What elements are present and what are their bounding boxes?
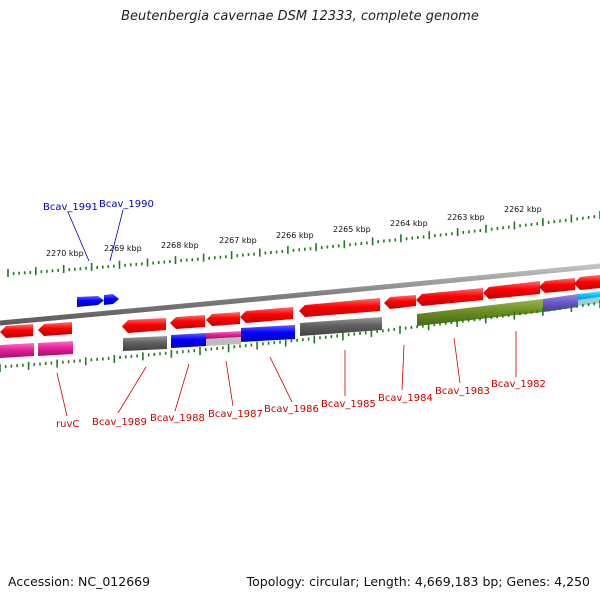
genome-title: Beutenbergia cavernae DSM 12333, complet… [121, 9, 479, 24]
gene-box[interactable] [38, 341, 73, 356]
kbp-label: 2265 kbp [333, 225, 371, 234]
gene-arrow[interactable] [416, 288, 483, 306]
gene-arrow[interactable] [206, 312, 240, 326]
kbp-label: 2263 kbp [447, 213, 485, 222]
gene-arrow[interactable] [0, 324, 33, 338]
gene-label-bcav-1991[interactable]: Bcav_1991 [43, 202, 98, 213]
gene-arrow[interactable] [483, 281, 540, 299]
gene-arrow[interactable] [122, 318, 166, 333]
gene-box[interactable] [241, 325, 295, 342]
gene-arrow[interactable] [539, 278, 575, 293]
chromosome-backbone [0, 263, 600, 326]
upper-scale-track [7, 211, 600, 277]
kbp-label: 2264 kbp [390, 219, 428, 228]
gene-arrow-bcav-1990[interactable] [104, 294, 119, 305]
kbp-label: 2268 kbp [161, 241, 199, 250]
gene-box[interactable] [543, 294, 578, 312]
gene-arrow[interactable] [38, 322, 72, 336]
gene-arrow[interactable] [574, 275, 600, 290]
gene-label-bcav-1983[interactable]: Bcav_1983 [435, 386, 490, 397]
gene-label-bcav-1986[interactable]: Bcav_1986 [264, 404, 319, 415]
gene-label-bcav-1982[interactable]: Bcav_1982 [491, 379, 546, 390]
top-gene-labels: Bcav_1991 Bcav_1990 [43, 199, 154, 213]
gene-label-bcav-1985[interactable]: Bcav_1985 [321, 399, 376, 410]
kbp-labels: 2270 kbp 2269 kbp 2268 kbp 2267 kbp 2266… [46, 205, 542, 258]
kbp-label: 2267 kbp [219, 236, 257, 245]
gene-label-bcav-1988[interactable]: Bcav_1988 [150, 413, 205, 424]
gene-box[interactable] [206, 331, 241, 339]
gene-arrow[interactable] [170, 315, 205, 329]
bottom-gene-labels: ruvC Bcav_1989 Bcav_1988 Bcav_1987 Bcav_… [56, 379, 546, 430]
accession-text: Accession: NC_012669 [8, 574, 151, 589]
kbp-label: 2266 kbp [276, 231, 314, 240]
gene-box[interactable] [417, 299, 543, 326]
top-strand-genes [77, 294, 119, 307]
gene-box[interactable] [171, 333, 206, 348]
gene-row-1 [0, 275, 600, 338]
gene-arrow[interactable] [384, 295, 416, 309]
kbp-label: 2269 kbp [104, 244, 142, 253]
gene-label-bcav-1989[interactable]: Bcav_1989 [92, 417, 147, 428]
bottom-leader-lines [56, 331, 517, 417]
topology-text: Topology: circular; Length: 4,669,183 bp… [246, 574, 590, 589]
gene-arrow-bcav-1991[interactable] [77, 296, 104, 307]
gene-row-2 [0, 291, 600, 358]
top-leader-lines [67, 209, 124, 262]
gene-arrow[interactable] [240, 307, 293, 323]
gene-box[interactable] [0, 343, 34, 358]
kbp-label: 2270 kbp [46, 249, 84, 258]
gene-label-bcav-1984[interactable]: Bcav_1984 [378, 393, 433, 404]
gene-label-ruvc[interactable]: ruvC [56, 419, 79, 430]
lower-scale-track [0, 300, 600, 372]
gene-box[interactable] [206, 337, 241, 346]
gene-label-bcav-1987[interactable]: Bcav_1987 [208, 409, 263, 420]
gene-box[interactable] [300, 317, 382, 336]
gene-arrow[interactable] [299, 298, 380, 317]
gene-box[interactable] [123, 336, 167, 351]
gene-label-bcav-1990[interactable]: Bcav_1990 [99, 199, 154, 210]
kbp-label: 2262 kbp [504, 205, 542, 214]
